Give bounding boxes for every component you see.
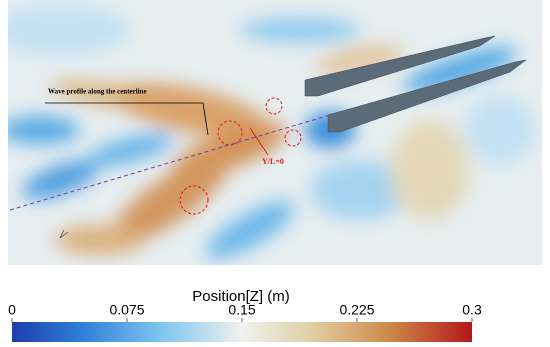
tick-label: 0.15 [228,302,255,318]
tick-label: 0.3 [462,302,482,318]
tick-label: 0.225 [339,302,374,318]
colorbar-ticks: 0 0.075 0.15 0.225 0.3 [8,302,482,322]
position-label: Y/L=0 [262,157,284,166]
colorbar-title: Position[Z] (m) [192,288,290,305]
centerline-label: Wave profile along the centerline [48,88,147,96]
tick-label: 0.075 [109,302,144,318]
wave-field [8,0,542,265]
colorbar [12,322,472,342]
tick-label: 0 [8,302,16,318]
